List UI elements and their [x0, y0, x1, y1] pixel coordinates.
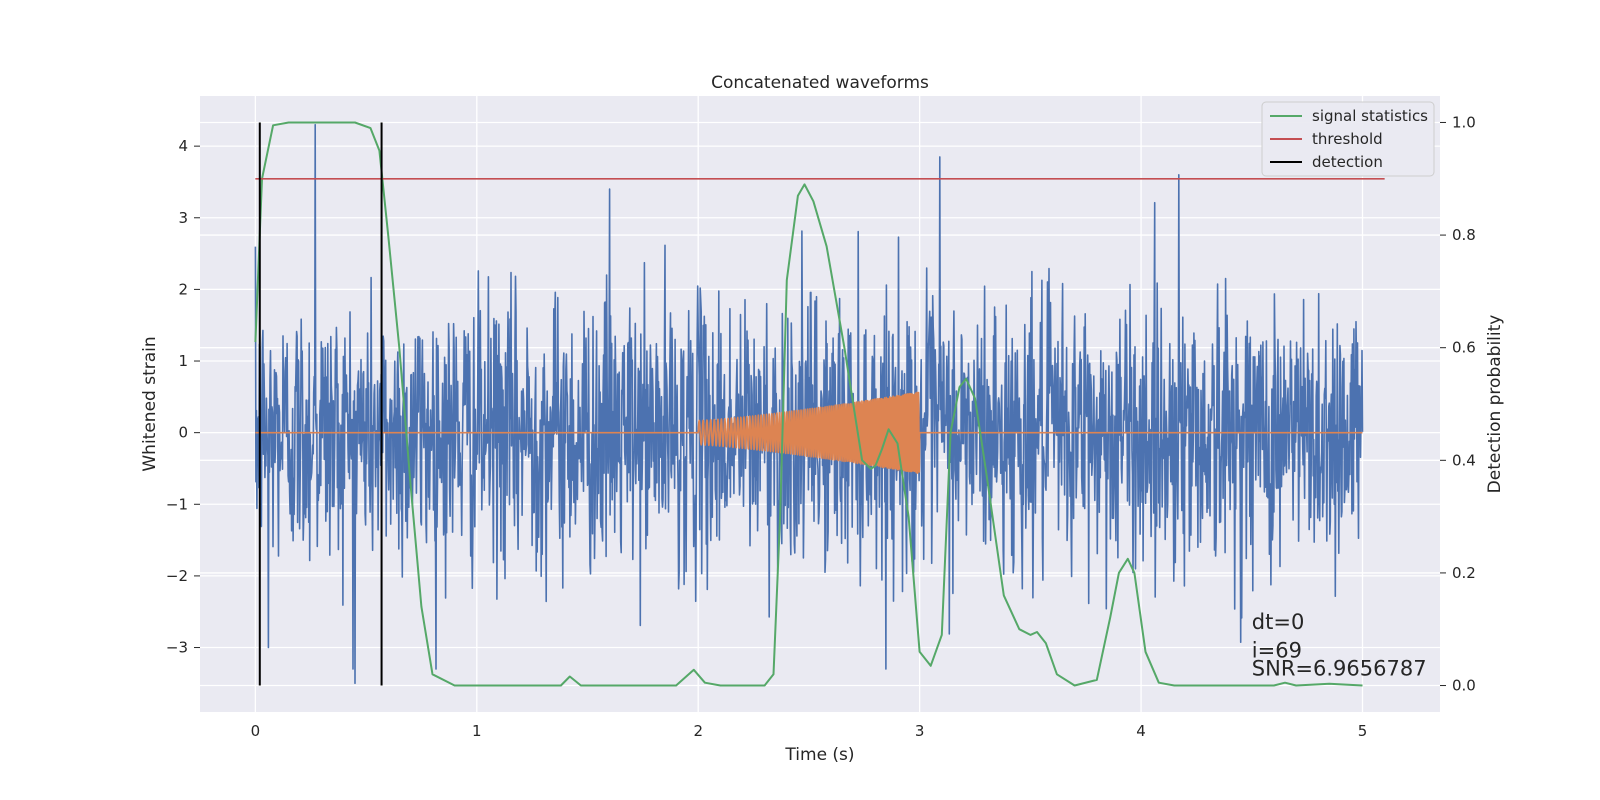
strain-series: [254, 123, 1364, 685]
legend-label-detection: detection: [1312, 153, 1383, 171]
legend-box: [1261, 101, 1435, 177]
annotation-2: SNR=6.9656787: [1252, 656, 1427, 680]
y-tick-label: 3: [178, 209, 188, 227]
y-right-tick-label: 0.4: [1452, 451, 1476, 469]
x-tick-label: 1: [472, 722, 482, 740]
x-tick-label: 3: [915, 722, 925, 740]
y-tick-label: −2: [166, 567, 188, 585]
y-tick-label: −1: [166, 495, 188, 513]
legend: signal statistics threshold detection: [1261, 101, 1435, 177]
injection-layer: [255, 391, 1363, 474]
probability-layer: [254, 121, 1385, 687]
strain-layer: [254, 123, 1364, 685]
y-right-tick-label: 0.0: [1452, 677, 1476, 695]
legend-label-signal-statistics: signal statistics: [1312, 107, 1428, 125]
y-right-tick-label: 0.8: [1452, 226, 1476, 244]
ticks: 0 1 2 3 4 5 −3 −2 −1 0 1 2 3 4 0.0 0.2 0.4 0.6 0.8 1.0: [166, 113, 1476, 740]
x-tick-label: 4: [1136, 722, 1146, 740]
annotation-0: dt=0: [1252, 610, 1305, 634]
annotation-1: i=69: [1252, 638, 1302, 662]
signal-statistics-line: [254, 121, 1363, 687]
x-axis-label: Time (s): [784, 745, 854, 765]
y-tick-label: 2: [178, 280, 188, 298]
y-right-axis-label: Detection probability: [1485, 315, 1505, 494]
y-axis-label: Whitened strain: [140, 336, 160, 471]
y-right-tick-label: 0.2: [1452, 564, 1476, 582]
y-tick-label: 0: [178, 424, 188, 442]
y-tick-label: −3: [166, 639, 188, 657]
injection-series: [255, 391, 1363, 474]
y-tick-label: 4: [178, 137, 188, 155]
legend-label-threshold: threshold: [1312, 130, 1383, 148]
x-tick-label: 5: [1358, 722, 1368, 740]
y-right-tick-label: 1.0: [1452, 113, 1476, 131]
x-tick-label: 2: [693, 722, 703, 740]
chart-title: Concatenated waveforms: [711, 73, 929, 93]
y-tick-label: 1: [178, 352, 188, 370]
y-right-tick-label: 0.6: [1452, 339, 1476, 357]
x-tick-label: 0: [251, 722, 261, 740]
